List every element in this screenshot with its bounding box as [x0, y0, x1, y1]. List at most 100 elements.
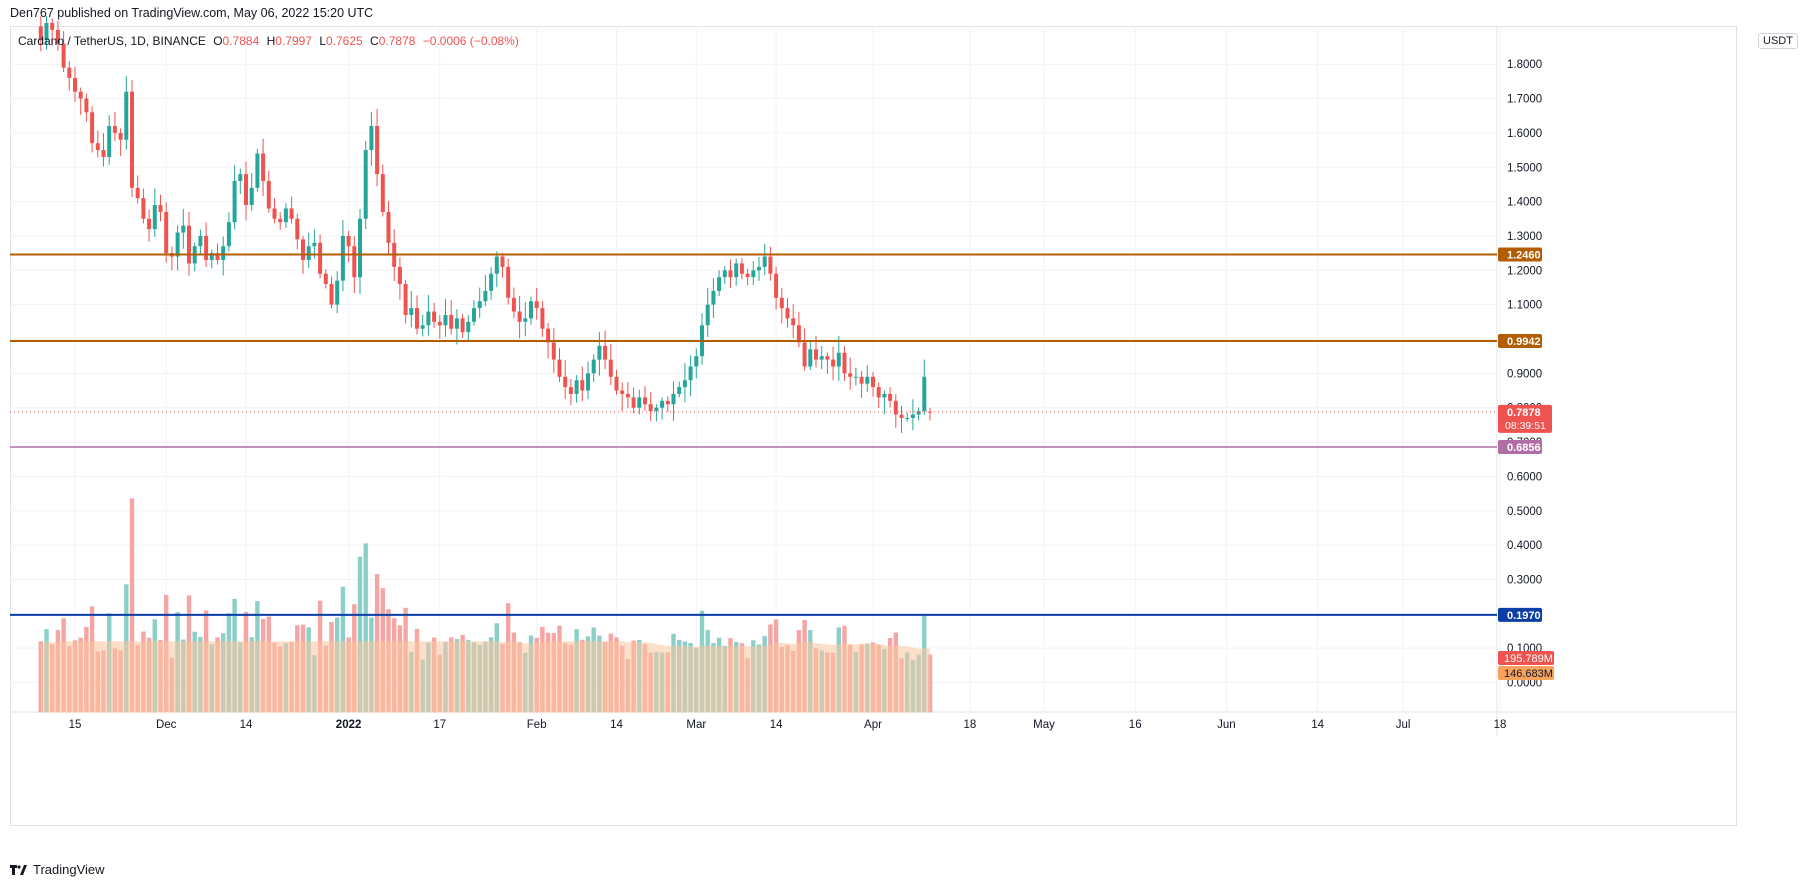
- candle-body: [107, 126, 112, 157]
- candle-body: [779, 297, 784, 309]
- candle-body: [44, 22, 49, 41]
- time-tick-label: 14: [1311, 719, 1324, 731]
- candle-body: [848, 373, 853, 377]
- candle-body: [312, 242, 317, 247]
- candle-body: [78, 91, 83, 99]
- candle-body: [762, 256, 767, 267]
- candle-body: [540, 308, 545, 329]
- open-label: O: [213, 34, 223, 48]
- candle-body: [500, 256, 505, 267]
- candle-body: [238, 174, 243, 181]
- grid-lines: [10, 26, 1737, 736]
- candle-body: [437, 321, 442, 326]
- time-tick-label: May: [1033, 719, 1055, 731]
- currency-badge[interactable]: USDT: [1758, 33, 1798, 49]
- candle-body: [38, 26, 43, 41]
- candle-body: [591, 359, 596, 374]
- high-value: 0.7997: [275, 34, 312, 48]
- candle-body: [249, 187, 254, 206]
- candle-body: [147, 218, 152, 230]
- candle-body: [112, 126, 117, 133]
- candle-body: [916, 411, 921, 415]
- candle-body: [631, 397, 636, 408]
- candle-body: [677, 387, 682, 394]
- candle-body: [739, 263, 744, 274]
- candle-body: [711, 290, 716, 305]
- candle-body: [808, 349, 813, 367]
- tradingview-logo-icon[interactable]: [10, 864, 28, 876]
- candle-body: [460, 318, 465, 333]
- candle-body: [717, 277, 722, 291]
- volume-ma-badge-label: 146.683M: [1504, 668, 1553, 680]
- candle-body: [221, 246, 226, 260]
- change-value: −0.0006 (−0.08%): [422, 34, 519, 48]
- time-tick-label: Feb: [527, 719, 547, 731]
- candle-body: [483, 290, 488, 302]
- candle-body: [842, 352, 847, 374]
- symbol-label[interactable]: Cardano / TetherUS, 1D, BINANCE: [18, 34, 206, 48]
- candle-body: [608, 359, 613, 377]
- candle-body: [375, 126, 380, 175]
- time-tick-label: Jul: [1396, 719, 1411, 731]
- candle-body: [871, 376, 875, 388]
- time-tick-label: 18: [1494, 719, 1507, 731]
- published-info: Den767 published on TradingView.com, May…: [10, 6, 374, 20]
- price-tick-label: 1.4000: [1507, 197, 1542, 209]
- candle-body: [158, 205, 163, 212]
- candle-body: [181, 225, 186, 233]
- candle-body: [643, 397, 647, 405]
- price-tick-label: 1.5000: [1507, 162, 1542, 174]
- candle-body: [130, 91, 134, 188]
- price-tick-label: 0.0000: [1507, 678, 1542, 690]
- time-tick-label: 14: [240, 719, 253, 731]
- time-tick-label: 18: [964, 719, 977, 731]
- candle-body: [694, 356, 699, 367]
- candle-body: [397, 266, 402, 285]
- volume-bar: [129, 498, 135, 713]
- candle-body: [876, 387, 881, 398]
- candle-body: [757, 266, 761, 271]
- candle-body: [443, 314, 448, 326]
- low-value: 0.7625: [326, 34, 363, 48]
- candle-body: [329, 284, 334, 305]
- candle-body: [141, 198, 146, 219]
- candle-body: [84, 98, 89, 113]
- time-tick-label: 16: [1129, 719, 1142, 731]
- candle-body: [380, 174, 385, 212]
- candle-body: [551, 342, 556, 360]
- candle-body: [95, 143, 100, 151]
- price-scale: 1.8000 1.7000 1.6000 1.5000 1.4000 1.3000 1.20…: [1498, 59, 1554, 690]
- candle-body: [386, 211, 391, 243]
- time-tick-label: Mar: [686, 719, 706, 731]
- candle-body: [101, 150, 106, 157]
- top-bar: Den767 published on TradingView.com, May…: [0, 0, 1818, 26]
- resistance-2-badge: [1498, 333, 1542, 348]
- candle-body: [61, 43, 66, 68]
- price-tick-label: 1.2000: [1507, 265, 1542, 277]
- candle-body: [50, 22, 55, 30]
- volume-ma-badge: [1498, 666, 1554, 680]
- candle-body: [301, 239, 305, 260]
- candle-body: [597, 345, 602, 360]
- candle-body: [415, 308, 419, 329]
- candle-body: [340, 235, 345, 281]
- footer-brand[interactable]: TradingView: [33, 862, 105, 877]
- time-tick-label: Dec: [156, 719, 177, 731]
- candle-body: [671, 393, 676, 405]
- candle-body: [261, 153, 266, 181]
- volume-badge: [1498, 651, 1554, 665]
- candle-body: [346, 235, 351, 247]
- volume-bar: [363, 543, 368, 713]
- candle-body: [660, 400, 665, 408]
- resistance-1-badge: [1498, 247, 1542, 262]
- support-badge-label: 0.6856: [1507, 442, 1541, 454]
- candle-body: [568, 387, 573, 394]
- candle-body: [204, 235, 209, 260]
- time-tick-label: 14: [770, 719, 783, 731]
- candle-body: [893, 400, 898, 415]
- high-label: H: [266, 34, 276, 48]
- candle-body: [865, 376, 870, 384]
- volume-ma-area: [40, 641, 931, 713]
- candle-body: [745, 273, 750, 278]
